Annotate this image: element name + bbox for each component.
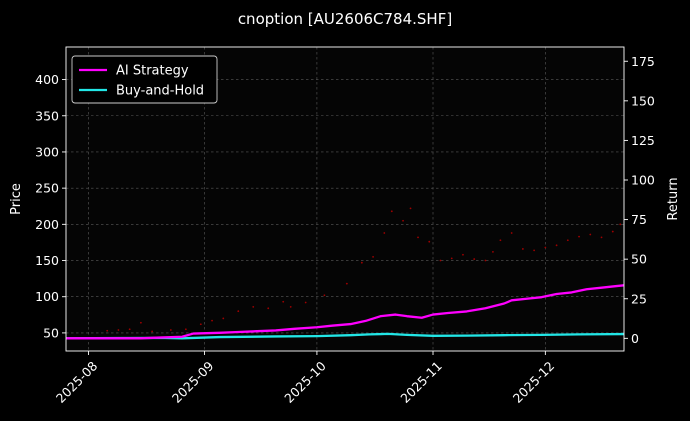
price-point xyxy=(566,239,569,242)
series-line-buy-and-hold xyxy=(66,332,624,340)
price-point xyxy=(428,240,431,243)
y-tick-label-left: 300 xyxy=(35,144,59,159)
y-tick-label-left: 200 xyxy=(35,217,59,232)
price-point xyxy=(237,310,240,313)
price-point xyxy=(169,329,172,331)
price-point xyxy=(521,248,524,250)
price-point xyxy=(450,257,453,260)
y-tick-label-right: 25 xyxy=(631,291,647,306)
price-point xyxy=(117,329,120,331)
price-point xyxy=(211,319,213,322)
y-tick-label-left: 350 xyxy=(35,108,59,123)
series-line-ai-strategy xyxy=(66,284,624,340)
price-point xyxy=(533,249,536,252)
price-point xyxy=(151,330,154,333)
legend-box xyxy=(71,55,218,104)
price-point xyxy=(360,261,363,264)
legend: AI Strategy Buy-and-Hold xyxy=(71,55,218,104)
price-point xyxy=(611,230,614,233)
price-point xyxy=(252,305,255,308)
price-point xyxy=(492,250,494,253)
price-point xyxy=(323,294,326,297)
y-tick-label-right: 75 xyxy=(631,212,647,227)
price-point xyxy=(106,329,109,332)
price-point xyxy=(462,253,464,256)
y-tick-label-right: 125 xyxy=(631,133,655,148)
y-axis-title-left: Price xyxy=(9,183,24,215)
price-point xyxy=(484,259,487,262)
price-point xyxy=(184,328,187,331)
price-point xyxy=(372,256,374,258)
y-tick-label-left: 50 xyxy=(43,325,59,340)
price-point xyxy=(409,207,412,210)
price-point xyxy=(589,233,592,236)
price-point xyxy=(222,317,225,320)
price-point xyxy=(289,305,292,308)
chart-title: cnoption [AU2606C784.SHF] xyxy=(238,10,452,28)
y-tick-label-left: 400 xyxy=(35,72,59,87)
y-tick-label-right: 50 xyxy=(631,252,647,267)
price-point xyxy=(600,236,603,239)
legend-label-buy-and-hold: Buy-and-Hold xyxy=(116,84,204,99)
y-tick-label-right: 175 xyxy=(631,54,655,69)
price-point xyxy=(499,239,502,242)
y-tick-label-left: 150 xyxy=(35,253,59,268)
price-point xyxy=(304,301,307,304)
price-point xyxy=(473,258,476,260)
price-point xyxy=(282,300,285,303)
price-point xyxy=(510,232,513,234)
price-point xyxy=(402,219,404,222)
y-tick-label-left: 100 xyxy=(35,289,59,304)
data-layer xyxy=(66,207,624,340)
y-tick-label-right: 100 xyxy=(631,173,655,188)
y-tick-label-right: 0 xyxy=(631,331,639,346)
price-point xyxy=(578,235,580,238)
price-point xyxy=(267,307,270,310)
price-point xyxy=(619,223,622,226)
price-point xyxy=(390,210,393,213)
y-tick-label-left: 250 xyxy=(35,181,59,196)
price-point xyxy=(345,282,348,285)
price-point xyxy=(128,328,131,331)
y-axis-title-right: Return xyxy=(666,177,681,220)
legend-label-ai-strategy: AI Strategy xyxy=(116,64,189,79)
price-point xyxy=(544,246,547,249)
price-point xyxy=(439,259,442,262)
price-point xyxy=(139,321,142,324)
price-point xyxy=(417,236,419,239)
plot-frame xyxy=(65,46,625,352)
price-point xyxy=(555,244,558,247)
price-point xyxy=(199,323,202,326)
price-point xyxy=(383,232,386,234)
y-tick-label-right: 150 xyxy=(631,93,655,108)
